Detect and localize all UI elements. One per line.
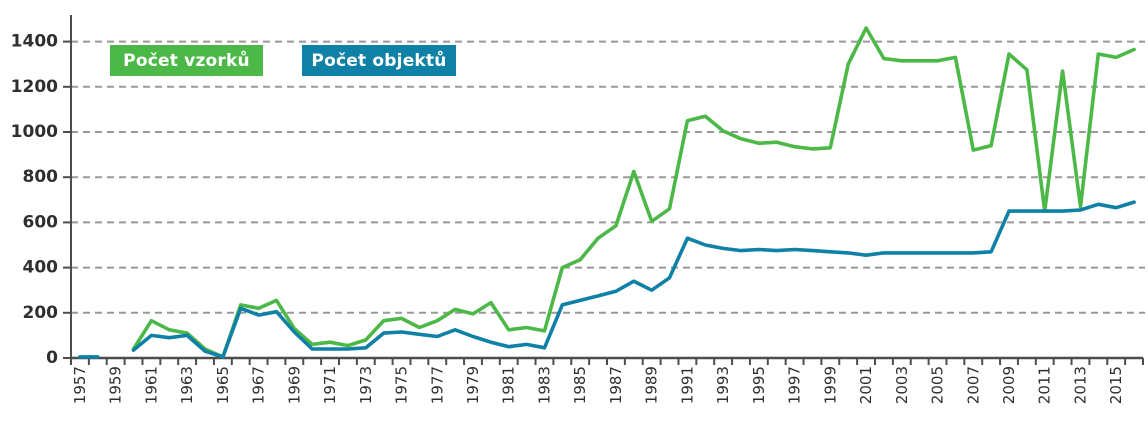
y-tick-label: 0 — [46, 348, 58, 368]
x-tick-label: 2005 — [929, 366, 947, 404]
x-tick-label: 2009 — [1000, 366, 1018, 404]
x-tick-label: 1999 — [821, 366, 839, 404]
y-tick-label: 200 — [23, 303, 59, 323]
x-tick-label: 1971 — [321, 366, 339, 404]
y-tick-label: 1200 — [11, 77, 58, 97]
x-tick-label: 1991 — [678, 366, 696, 404]
x-tick-label: 1969 — [285, 366, 303, 404]
x-tick-label: 2007 — [964, 366, 982, 404]
x-tick-label: 1993 — [714, 366, 732, 404]
x-tick-label: 1997 — [786, 366, 804, 404]
x-tick-label: 1979 — [464, 366, 482, 404]
x-tick-label: 1965 — [214, 366, 232, 404]
x-tick-label: 2011 — [1036, 366, 1054, 404]
legend-pocet-objektu: Počet objektů — [302, 45, 456, 76]
x-tick-label: 1957 — [71, 366, 89, 404]
legend-pocet-vzorku: Počet vzorků — [110, 45, 263, 76]
x-tick-label: 2003 — [893, 366, 911, 404]
x-tick-label: 1977 — [428, 366, 446, 404]
x-tick-label: 2013 — [1071, 366, 1089, 404]
x-tick-label: 1961 — [142, 366, 160, 404]
x-tick-label: 2015 — [1107, 366, 1125, 404]
x-tick-label: 1989 — [643, 366, 661, 404]
y-tick-label: 800 — [23, 167, 59, 187]
y-tick-label: 1400 — [11, 32, 58, 52]
x-tick-label: 1973 — [357, 366, 375, 404]
series-line-pocet-objektu — [131, 200, 1136, 359]
series-line-pocet-vzorku — [131, 26, 1136, 359]
y-tick-label: 400 — [23, 258, 59, 278]
x-tick-label: 2001 — [857, 366, 875, 404]
x-tick-label: 1983 — [535, 366, 553, 404]
x-tick-label: 1967 — [250, 366, 268, 404]
x-tick-label: 1959 — [107, 366, 125, 404]
x-tick-label: 1995 — [750, 366, 768, 404]
x-tick-label: 1975 — [393, 366, 411, 404]
x-tick-label: 1981 — [500, 366, 518, 404]
legend-pocet-objektu-label: Počet objektů — [311, 50, 447, 71]
legend-pocet-vzorku-label: Počet vzorků — [123, 50, 250, 71]
x-tick-label: 1985 — [571, 366, 589, 404]
x-tick-label: 1963 — [178, 366, 196, 404]
y-tick-label: 1000 — [11, 122, 58, 142]
y-tick-label: 600 — [23, 212, 59, 232]
x-tick-label: 1987 — [607, 366, 625, 404]
